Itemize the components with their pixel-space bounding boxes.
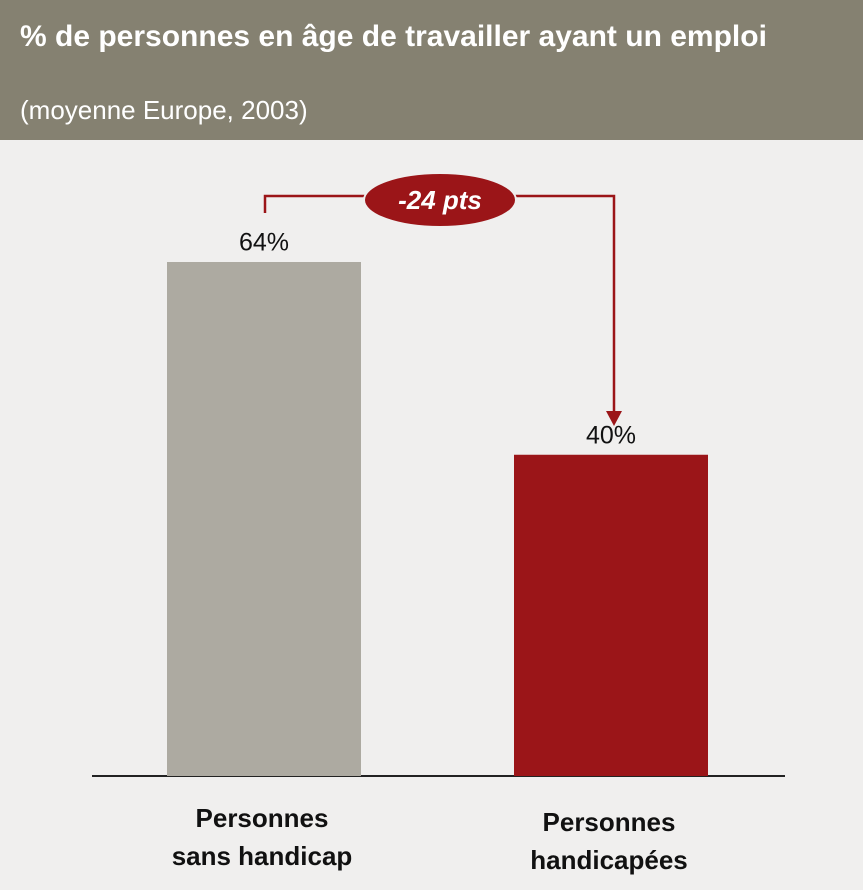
value-label: 40% xyxy=(586,421,636,449)
x-tick-label: Personnes xyxy=(196,803,329,833)
value-label: 64% xyxy=(239,229,289,257)
bar xyxy=(167,262,361,776)
chart-subtitle: (moyenne Europe, 2003) xyxy=(20,95,308,125)
chart-title: % de personnes en âge de travailler ayan… xyxy=(20,20,767,53)
x-tick-label: Personnes xyxy=(543,807,676,837)
header: % de personnes en âge de travailler ayan… xyxy=(0,0,863,140)
bar xyxy=(514,454,708,776)
annotation-badge xyxy=(363,172,517,228)
x-tick-label: sans handicap xyxy=(172,841,353,871)
arrow-head xyxy=(606,411,622,426)
annotation: -24 pts xyxy=(398,185,482,215)
x-tick-label: handicapées xyxy=(530,845,688,875)
